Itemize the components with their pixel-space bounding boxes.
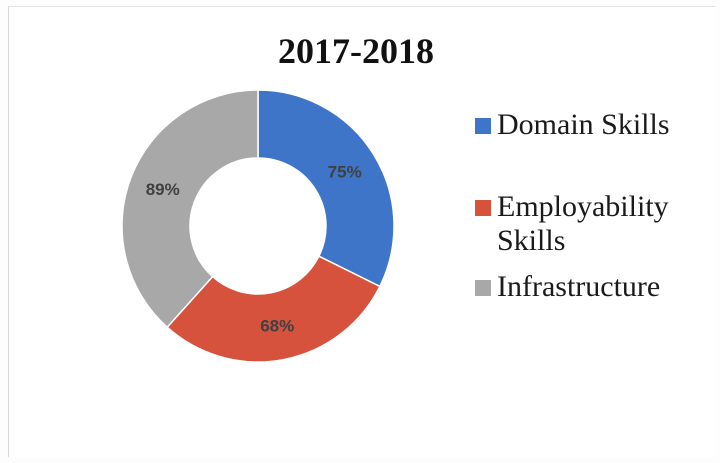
- legend-label-employability-skills: Employability Skills: [497, 190, 669, 257]
- legend-swatch-domain-skills: [475, 118, 491, 134]
- legend-label-domain-skills: Domain Skills: [497, 108, 670, 141]
- data-label-domain-skills: 75%: [328, 163, 362, 182]
- legend-item-domain-skills: Domain Skills: [475, 108, 670, 142]
- data-label-infrastructure: 89%: [146, 180, 180, 199]
- donut-slice-domain-skills: [257, 89, 395, 288]
- legend-item-infrastructure: Infrastructure: [475, 270, 660, 304]
- chart-title: 2017-2018: [278, 31, 434, 71]
- legend-label-infrastructure: Infrastructure: [497, 270, 661, 303]
- legend-item-employability-skills: Employability Skills: [475, 190, 700, 258]
- data-label-employability-skills: 68%: [260, 317, 294, 336]
- donut-slice-employability-skills: [166, 255, 381, 363]
- legend-swatch-infrastructure: [475, 280, 491, 296]
- donut-slice-infrastructure: [121, 89, 259, 329]
- legend-swatch-employability-skills: [475, 200, 491, 216]
